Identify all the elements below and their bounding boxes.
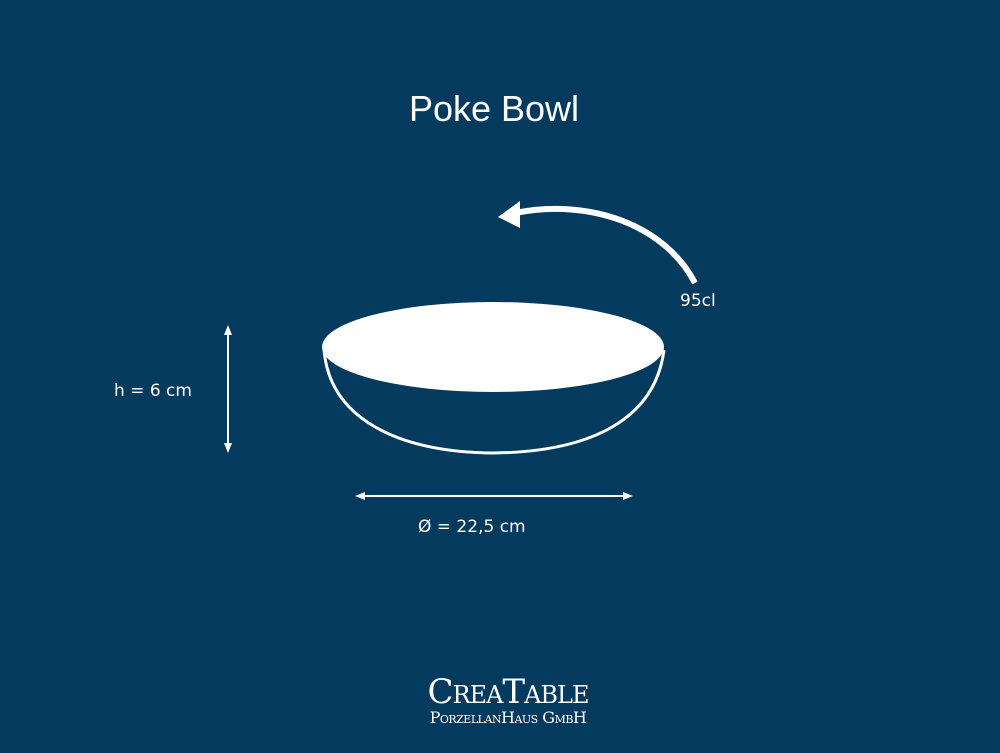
brand-subtitle: PorzellanHaus GmbH — [429, 708, 587, 727]
bowl-top-ellipse — [322, 302, 664, 392]
volume-arrowhead — [498, 201, 520, 228]
brand-logo: CreaTable — [427, 672, 589, 712]
bowl-body-outline — [322, 349, 666, 455]
volume-arrow — [514, 205, 698, 285]
page-title: Poke Bowl — [408, 88, 580, 129]
volume-label: 95cl — [680, 291, 716, 311]
diameter-label: Ø = 22,5 cm — [418, 517, 526, 537]
height-label: h = 6 cm — [114, 381, 192, 401]
